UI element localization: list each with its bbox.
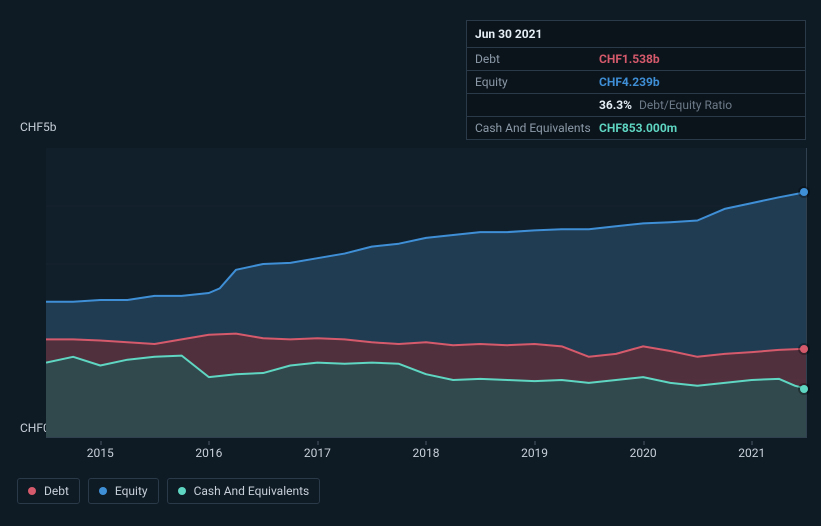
tooltip-rows: DebtCHF1.538bEquityCHF4.239b36.3% Debt/E… (467, 48, 805, 139)
chart-tooltip: Jun 30 2021 DebtCHF1.538bEquityCHF4.239b… (466, 20, 806, 140)
legend-dot-icon (28, 487, 36, 495)
x-tick: 2021 (738, 446, 765, 460)
x-tick: 2016 (195, 446, 222, 460)
tooltip-row-extra: Debt/Equity Ratio (636, 98, 732, 112)
chart-root: Jun 30 2021 DebtCHF1.538bEquityCHF4.239b… (0, 0, 821, 526)
tooltip-row-value: 36.3% Debt/Equity Ratio (599, 98, 732, 112)
tooltip-row-value: CHF4.239b (599, 75, 660, 89)
x-tick: 2015 (87, 446, 114, 460)
tooltip-date: Jun 30 2021 (467, 21, 805, 48)
tooltip-row: 36.3% Debt/Equity Ratio (467, 94, 805, 117)
legend-item-equity[interactable]: Equity (88, 478, 159, 504)
legend-item-label: Debt (44, 484, 69, 498)
legend-item-cash[interactable]: Cash And Equivalents (167, 478, 321, 504)
legend-dot-icon (99, 487, 107, 495)
tooltip-row-value: CHF853.000m (599, 121, 677, 135)
tooltip-row: DebtCHF1.538b (467, 48, 805, 71)
tooltip-row-label (475, 98, 599, 112)
legend-item-label: Cash And Equivalents (194, 484, 310, 498)
end-marker-equity (800, 188, 808, 196)
legend-item-label: Equity (115, 484, 148, 498)
tooltip-row: Cash And EquivalentsCHF853.000m (467, 117, 805, 139)
legend-item-debt[interactable]: Debt (17, 478, 80, 504)
x-tick: 2018 (413, 446, 440, 460)
end-marker-debt (800, 345, 808, 353)
end-marker-cash (800, 385, 808, 393)
tooltip-row: EquityCHF4.239b (467, 71, 805, 94)
tooltip-row-value: CHF1.538b (599, 52, 660, 66)
chart-svg (46, 148, 806, 438)
x-tick: 2020 (630, 446, 657, 460)
tooltip-row-label: Debt (475, 52, 599, 66)
chart-legend: Debt Equity Cash And Equivalents (17, 478, 320, 504)
x-axis-ticks: 2015 2016 2017 2018 2019 2020 2021 (46, 440, 806, 460)
tooltip-row-label: Equity (475, 75, 599, 89)
chart-plot-area[interactable] (46, 148, 806, 438)
x-tick: 2019 (521, 446, 548, 460)
legend-dot-icon (178, 487, 186, 495)
x-tick: 2017 (304, 446, 331, 460)
tooltip-row-label: Cash And Equivalents (475, 121, 599, 135)
y-axis-label-max: CHF5b (20, 120, 57, 134)
